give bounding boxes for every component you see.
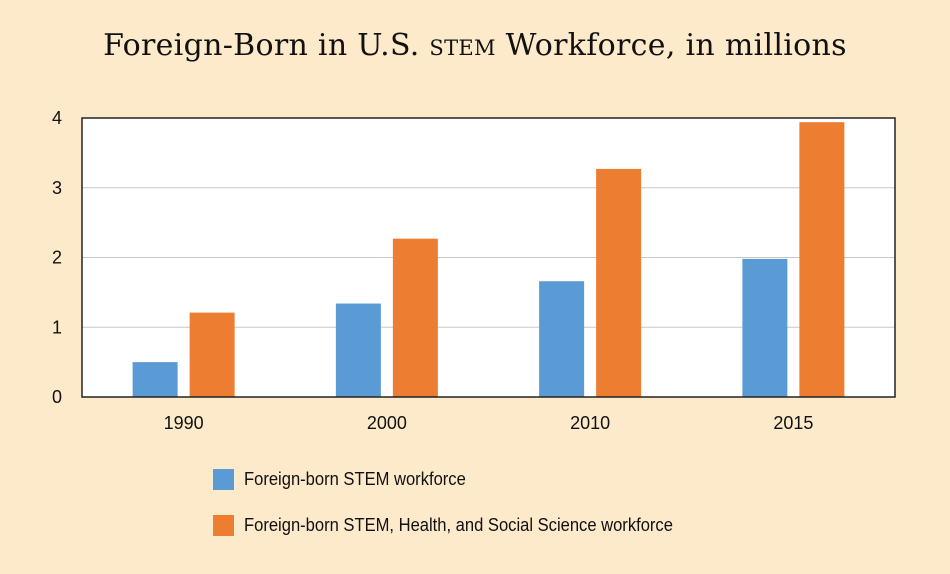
legend-item-stem: Foreign-born STEM workforce xyxy=(213,466,710,492)
bar-2010-series-2 xyxy=(596,168,642,397)
legend: Foreign-born STEM workforce Foreign-born… xyxy=(213,466,710,558)
title-part-pre: Foreign-Born in U.S. xyxy=(103,28,430,63)
y-tick-label: 2 xyxy=(52,248,62,268)
bar-1990-series-2 xyxy=(189,312,235,397)
plot-border xyxy=(81,117,896,398)
bars xyxy=(132,122,845,397)
legend-label-stem-health-social: Foreign-born STEM, Health, and Social Sc… xyxy=(244,514,673,535)
bar-2010-series-1 xyxy=(539,281,585,397)
legend-item-stem-health-social: Foreign-born STEM, Health, and Social Sc… xyxy=(213,512,710,538)
x-tick-label: 2010 xyxy=(570,413,610,433)
x-tick-label: 2000 xyxy=(367,413,407,433)
title-part-smallcaps: stem xyxy=(429,28,496,63)
y-axis-ticks: 0 1 2 3 4 xyxy=(52,108,62,407)
y-tick-label: 1 xyxy=(52,317,62,337)
title-part-post: Workforce, in millions xyxy=(495,28,847,63)
legend-label-stem: Foreign-born STEM workforce xyxy=(244,468,466,489)
bar-2000-series-2 xyxy=(392,238,438,397)
x-axis-ticks: 1990 2000 2010 2015 xyxy=(164,413,814,433)
chart-title: Foreign-Born in U.S. stem Workforce, in … xyxy=(0,28,950,63)
y-tick-label: 3 xyxy=(52,178,62,198)
bar-2015-series-2 xyxy=(799,122,845,397)
legend-swatch-stem xyxy=(213,468,234,490)
y-tick-label: 4 xyxy=(52,108,62,128)
bar-2015-series-1 xyxy=(742,258,788,397)
bar-1990-series-1 xyxy=(132,362,178,397)
x-tick-label: 1990 xyxy=(164,413,204,433)
x-tick-label: 2015 xyxy=(773,413,813,433)
legend-swatch-stem-health-social xyxy=(213,514,234,536)
y-tick-label: 0 xyxy=(52,387,62,407)
bar-2000-series-1 xyxy=(335,303,381,397)
